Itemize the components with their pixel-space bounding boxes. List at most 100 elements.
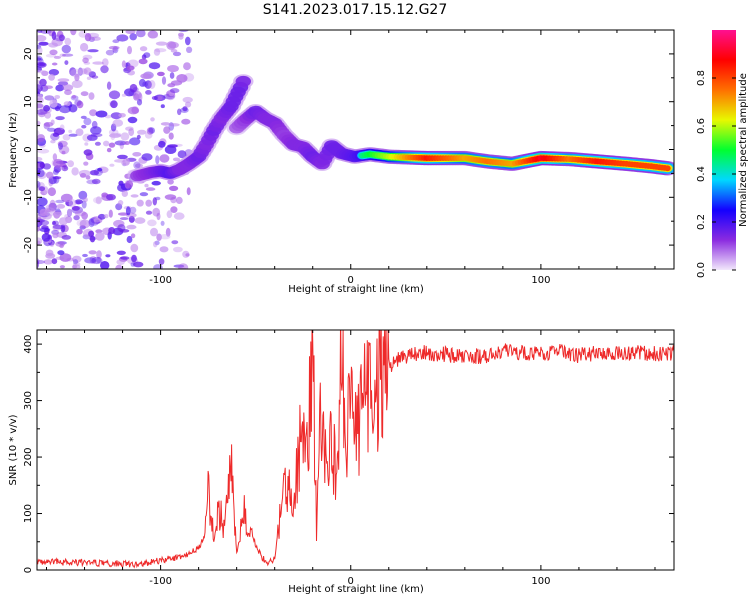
noise-blob [131,254,137,263]
noise-blob [72,259,79,265]
noise-blob [83,149,93,156]
noise-blob [173,212,185,220]
noise-blob [148,62,161,70]
noise-blob [58,142,63,150]
noise-blob [76,228,83,235]
noise-blob [157,95,163,101]
noise-blob [61,165,69,172]
spectrogram-noise [37,30,195,269]
noise-blob [138,58,148,65]
noise-blob [61,53,74,57]
noise-blob [61,44,71,54]
noise-blob [83,117,92,126]
noise-blob [55,84,65,92]
noise-blob [148,127,156,134]
noise-blob [53,55,62,59]
noise-blob [180,107,189,113]
noise-blob [167,65,179,73]
y-tick-label: 400 [23,335,34,354]
noise-blob [182,250,190,258]
noise-blob [125,30,136,34]
noise-blob [50,119,55,125]
noise-blob [37,180,41,188]
noise-blob [106,194,116,201]
noise-blob [173,264,185,268]
x-tick-label: -100 [149,576,172,587]
noise-blob [182,106,188,112]
snr-panel: -100 0 100 0 100 200 300 400 Height of straight… [8,329,675,595]
noise-blob [110,100,118,109]
noise-blob [130,243,139,253]
noise-blob [126,224,137,230]
noise-blob [137,129,147,135]
noise-blob [68,129,73,134]
noise-blob [145,187,156,191]
noise-blob [55,116,65,121]
noise-blob [37,103,43,109]
noise-blob [128,128,135,137]
noise-blob [49,199,56,208]
noise-blob [135,163,143,168]
noise-blob [37,47,43,54]
noise-blob [122,158,130,166]
noise-blob [136,30,146,38]
noise-blob [71,264,81,269]
noise-blob [61,150,66,155]
noise-blob [127,45,132,55]
snr-series-line [37,330,674,569]
noise-blob [110,132,116,141]
noise-blob [138,78,146,87]
noise-blob [59,124,65,130]
noise-blob [159,246,169,253]
noise-blob [79,225,86,230]
noise-blob [37,237,43,245]
noise-blob [78,169,91,177]
noise-blob [108,227,116,235]
y-tick-label: -10 [23,189,34,205]
noise-blob [74,99,82,106]
noise-blob [60,193,73,203]
noise-blob [37,225,41,232]
noise-blob [142,81,148,87]
noise-blob [152,207,161,217]
noise-blob [43,122,54,127]
snr-x-label: Height of straight line (km) [288,584,424,595]
noise-blob [48,69,60,76]
noise-blob [58,217,68,226]
noise-blob [84,33,92,42]
colorbar-tick-label: 0.0 [696,262,707,278]
noise-blob [91,178,101,185]
noise-blob [48,74,55,81]
noise-blob [186,187,191,196]
noise-blob [81,200,87,209]
noise-blob [170,206,178,214]
noise-blob [126,65,135,71]
noise-blob [109,133,122,138]
noise-blob [171,240,179,245]
noise-blob [82,197,88,203]
noise-blob [112,119,124,127]
noise-blob [68,104,78,113]
noise-blob [38,186,46,192]
noise-blob [83,161,89,166]
noise-blob [105,49,115,56]
noise-blob [165,227,171,237]
noise-blob [144,80,152,89]
colorbar-bar [712,30,736,270]
noise-blob [134,217,146,224]
noise-blob [129,137,141,146]
noise-blob [177,108,182,116]
noise-blob [103,140,110,147]
noise-blob [132,152,142,157]
noise-blob [148,33,159,39]
noise-blob [71,206,80,211]
noise-blob [37,84,43,93]
noise-blob [93,197,103,204]
noise-blob [95,196,102,205]
noise-blob [158,258,165,265]
noise-blob [121,93,127,97]
noise-blob [177,150,187,159]
noise-blob [126,235,133,244]
noise-blob [121,190,128,197]
